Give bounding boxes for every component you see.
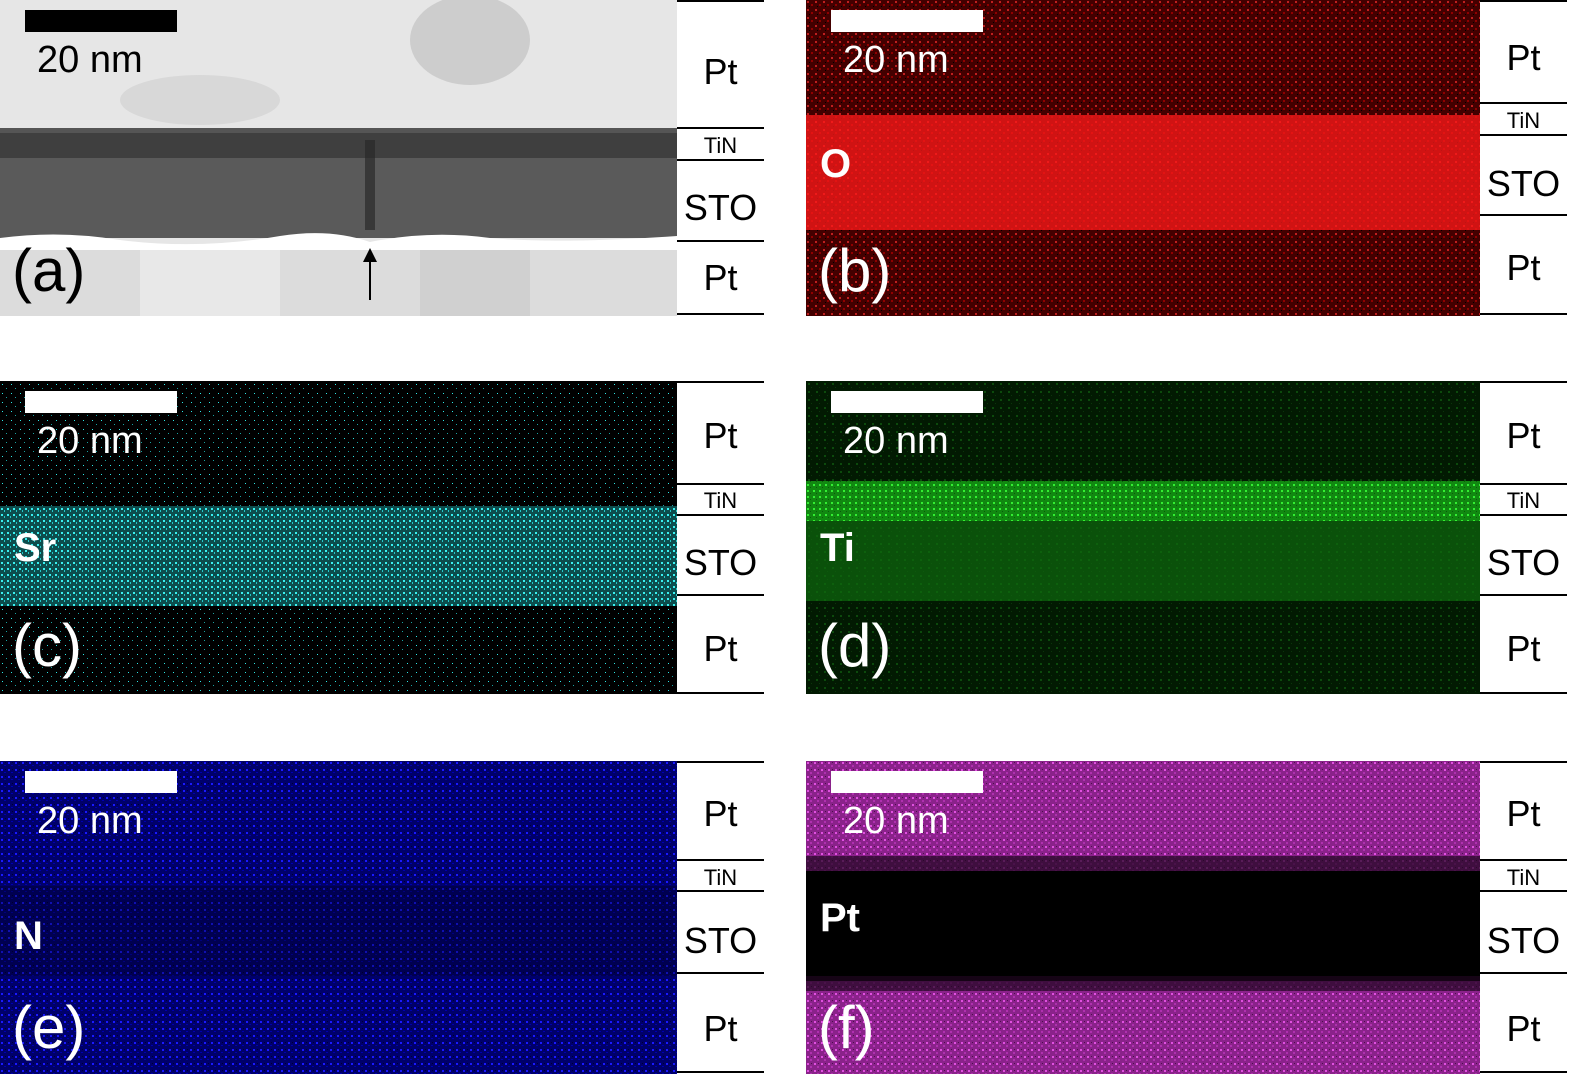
layer-label-tin: TiN: [703, 133, 738, 158]
layer-strip-f: Pt TiN STO Pt: [1480, 761, 1567, 1074]
layer-label-top: Pt: [703, 415, 738, 456]
scale-bar-e: [25, 771, 177, 793]
panel-b: 20 nm O (b): [806, 0, 1480, 316]
scale-label-d: 20 nm: [843, 420, 949, 462]
layer-label-sto: STO: [683, 542, 758, 583]
element-label-o: O: [820, 142, 852, 186]
panel-label-a: (a): [12, 237, 86, 304]
layer-strip-b: Pt TiN STO Pt: [1480, 0, 1567, 316]
scale-label-f: 20 nm: [843, 800, 949, 842]
layer-label-sto: STO: [683, 920, 758, 961]
layer-strip-e: Pt TiN STO Pt: [677, 761, 764, 1074]
panel-label-c: (c): [12, 612, 82, 679]
scale-label-c: 20 nm: [37, 420, 143, 462]
micrograph-b: [806, 0, 1480, 316]
layer-label-top: Pt: [1506, 415, 1541, 456]
micrograph-a: [0, 0, 677, 316]
layer-label-tin: TiN: [1506, 865, 1541, 890]
layer-strip-c: Pt TiN STO Pt: [677, 381, 764, 694]
layer-label-top: Pt: [703, 793, 738, 834]
panel-label-e: (e): [12, 994, 86, 1061]
panel-d: 20 nm Ti (d): [806, 381, 1480, 694]
panel-label-d: (d): [818, 612, 892, 679]
scale-bar-c: [25, 391, 177, 413]
layer-label-top: Pt: [1506, 37, 1541, 78]
element-label-pt: Pt: [820, 896, 860, 940]
layer-label-bottom: Pt: [703, 628, 738, 669]
arrow-head: [363, 248, 377, 262]
layer-label-bottom: Pt: [703, 257, 738, 298]
scale-bar-b: [831, 10, 983, 32]
panel-e: 20 nm N (e): [0, 761, 677, 1074]
scale-bar-d: [831, 391, 983, 413]
layer-label-top: Pt: [1506, 793, 1541, 834]
layer-label-tin: TiN: [703, 865, 738, 890]
panel-label-f: (f): [818, 994, 875, 1061]
scale-label-a: 20 nm: [37, 39, 143, 81]
layer-strip-a: Pt TiN STO Pt: [677, 0, 764, 316]
layer-label-sto: STO: [683, 187, 758, 228]
layer-label-tin: TiN: [1506, 108, 1541, 133]
layer-label-sto: STO: [1486, 542, 1561, 583]
layer-label-bottom: Pt: [1506, 1008, 1541, 1049]
panel-c: 20 nm Sr (c): [0, 381, 677, 694]
scale-label-b: 20 nm: [843, 39, 949, 81]
scale-bar-f: [831, 771, 983, 793]
layer-label-bottom: Pt: [1506, 628, 1541, 669]
layer-label-tin: TiN: [703, 488, 738, 513]
element-label-sr: Sr: [14, 526, 57, 570]
scale-label-e: 20 nm: [37, 800, 143, 842]
element-label-n: N: [14, 914, 43, 958]
layer-label-sto: STO: [1486, 920, 1561, 961]
panel-a: 20 nm (a): [0, 0, 677, 316]
layer-strip-d: Pt TiN STO Pt: [1480, 381, 1567, 694]
micrograph-f: [806, 761, 1480, 1074]
layer-label-tin: TiN: [1506, 488, 1541, 513]
layer-label-bottom: Pt: [1506, 247, 1541, 288]
layer-label-top: Pt: [703, 51, 738, 92]
panel-label-b: (b): [818, 237, 892, 304]
micrograph-c: [0, 381, 677, 694]
layer-label-bottom: Pt: [703, 1008, 738, 1049]
element-label-ti: Ti: [820, 526, 855, 570]
scale-bar-a: [25, 10, 177, 32]
layer-label-sto: STO: [1486, 163, 1561, 204]
micrograph-e: [0, 761, 677, 1074]
micrograph-d: [806, 381, 1480, 694]
panel-f: 20 nm Pt (f): [806, 761, 1480, 1074]
